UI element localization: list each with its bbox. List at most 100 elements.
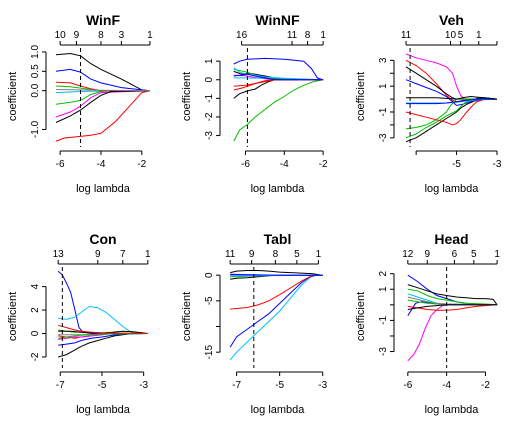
y-tick-label: 0.5: [30, 64, 41, 78]
panel-title: Tabl: [264, 231, 292, 247]
y-axis-label: coefficient: [7, 292, 19, 341]
top-tick-label: 1: [494, 249, 500, 260]
y-tick-label: -1: [378, 316, 389, 325]
top-tick-label: 1: [316, 249, 322, 260]
coefficient-paths: [57, 270, 148, 358]
top-tick-label: 10: [55, 30, 67, 41]
coefficient-path: [58, 305, 148, 334]
top-tick-label: 5: [471, 249, 477, 260]
coefficient-path: [407, 293, 498, 306]
coefficient-path: [405, 98, 497, 126]
y-axis-label: coefficient: [7, 72, 19, 121]
y-axis-label: coefficient: [355, 72, 367, 121]
coefficient-path: [405, 53, 497, 100]
top-tick-label: 10: [445, 30, 457, 41]
coefficient-path: [406, 98, 497, 105]
coefficient-path: [233, 67, 324, 81]
coefficient-path: [233, 57, 324, 81]
y-tick-label: -1.0: [30, 120, 41, 138]
coefficient-path: [55, 68, 151, 92]
y-tick-label: 4: [30, 283, 41, 289]
x-tick-label: -4: [442, 380, 451, 391]
coefficient-path: [55, 90, 151, 123]
x-tick-label: -2: [319, 159, 328, 170]
y-tick-label: -5: [204, 296, 215, 305]
coefficient-path: [58, 333, 148, 339]
coefficient-path: [407, 284, 498, 306]
top-tick-label: 13: [53, 249, 65, 260]
y-tick-label: 1: [378, 83, 389, 89]
coefficient-paths: [405, 53, 498, 143]
top-tick-label: 1: [145, 249, 151, 260]
y-tick-label: 0: [30, 330, 41, 336]
panel-con: Con 13 9 7 1 -7 -5 -3 log lambda -2 0 2 4 coefficient: [7, 231, 151, 416]
panel-tabl: Tabl 11 9 8 5 1 -7 -5 -3 log lambda -15 -5 0 coeffici…: [181, 231, 328, 416]
x-tick-label: -4: [97, 159, 106, 170]
coefficient-path: [405, 79, 498, 107]
coefficient-paths: [233, 57, 324, 142]
coefficient-paths: [55, 52, 151, 142]
coefficient-path: [58, 324, 148, 334]
y-tick-label: 1: [204, 58, 215, 64]
top-tick-label: 6: [452, 249, 458, 260]
x-tick-label: -6: [241, 159, 250, 170]
coefficient-path: [407, 304, 498, 311]
top-tick-label: 8: [273, 249, 279, 260]
x-tick-label: -3: [139, 380, 148, 391]
y-tick-label: -3: [378, 133, 389, 142]
x-tick-label: -4: [280, 159, 289, 170]
coefficient-path: [405, 59, 497, 103]
x-tick-label: -3: [493, 159, 502, 170]
top-tick-label: 11: [225, 249, 236, 260]
x-tick-label: -7: [56, 380, 65, 391]
top-tick-label: 1: [476, 30, 482, 41]
coefficient-path: [407, 296, 498, 306]
coefficient-path: [55, 52, 151, 92]
y-tick-label: -2: [204, 112, 215, 121]
top-tick-label: 1: [320, 30, 326, 41]
panel-title: Con: [89, 231, 116, 247]
y-tick-label: 0: [204, 77, 215, 83]
x-axis-label: log lambda: [76, 404, 131, 416]
y-axis-label: coefficient: [181, 292, 193, 341]
coefficient-path: [55, 89, 151, 92]
coefficient-path: [230, 274, 323, 276]
x-axis-label: log lambda: [425, 404, 480, 416]
coefficient-paths: [407, 274, 498, 362]
panel-title: WinF: [86, 12, 121, 28]
x-tick-label: -6: [403, 380, 412, 391]
coefficient-path: [406, 95, 498, 100]
y-tick-label: -1: [204, 93, 215, 102]
y-tick-label: 1.0: [30, 45, 41, 59]
coefficient-path: [407, 304, 498, 310]
y-tick-label: -15: [204, 345, 215, 360]
y-axis-label: coefficient: [181, 72, 193, 121]
x-axis-label: log lambda: [76, 183, 131, 195]
y-tick-label: 2: [30, 307, 41, 313]
coefficient-path: [229, 274, 323, 361]
coefficient-path: [233, 73, 324, 81]
y-tick-label: 1: [378, 286, 389, 292]
top-tick-label: 5: [458, 30, 464, 41]
y-tick-label: -3: [378, 347, 389, 356]
panel-title: WinNF: [255, 12, 300, 28]
top-tick-label: 9: [95, 249, 101, 260]
top-tick-label: 9: [74, 30, 80, 41]
coefficient-path: [55, 90, 151, 142]
top-tick-label: 16: [236, 30, 248, 41]
top-tick-label: 12: [402, 249, 414, 260]
x-tick-label: -5: [452, 159, 461, 170]
top-tick-label: 7: [120, 249, 126, 260]
y-tick-label: -1: [378, 107, 389, 116]
y-tick-label: 3: [378, 57, 389, 63]
top-tick-label: 3: [119, 30, 125, 41]
coefficient-path: [405, 98, 497, 130]
x-axis-label: log lambda: [251, 404, 306, 416]
x-tick-label: -2: [481, 380, 490, 391]
top-tick-label: 9: [424, 249, 430, 260]
x-axis-label: log lambda: [251, 183, 306, 195]
top-tick-label: 11: [401, 30, 412, 41]
coefficient-path: [230, 270, 323, 276]
